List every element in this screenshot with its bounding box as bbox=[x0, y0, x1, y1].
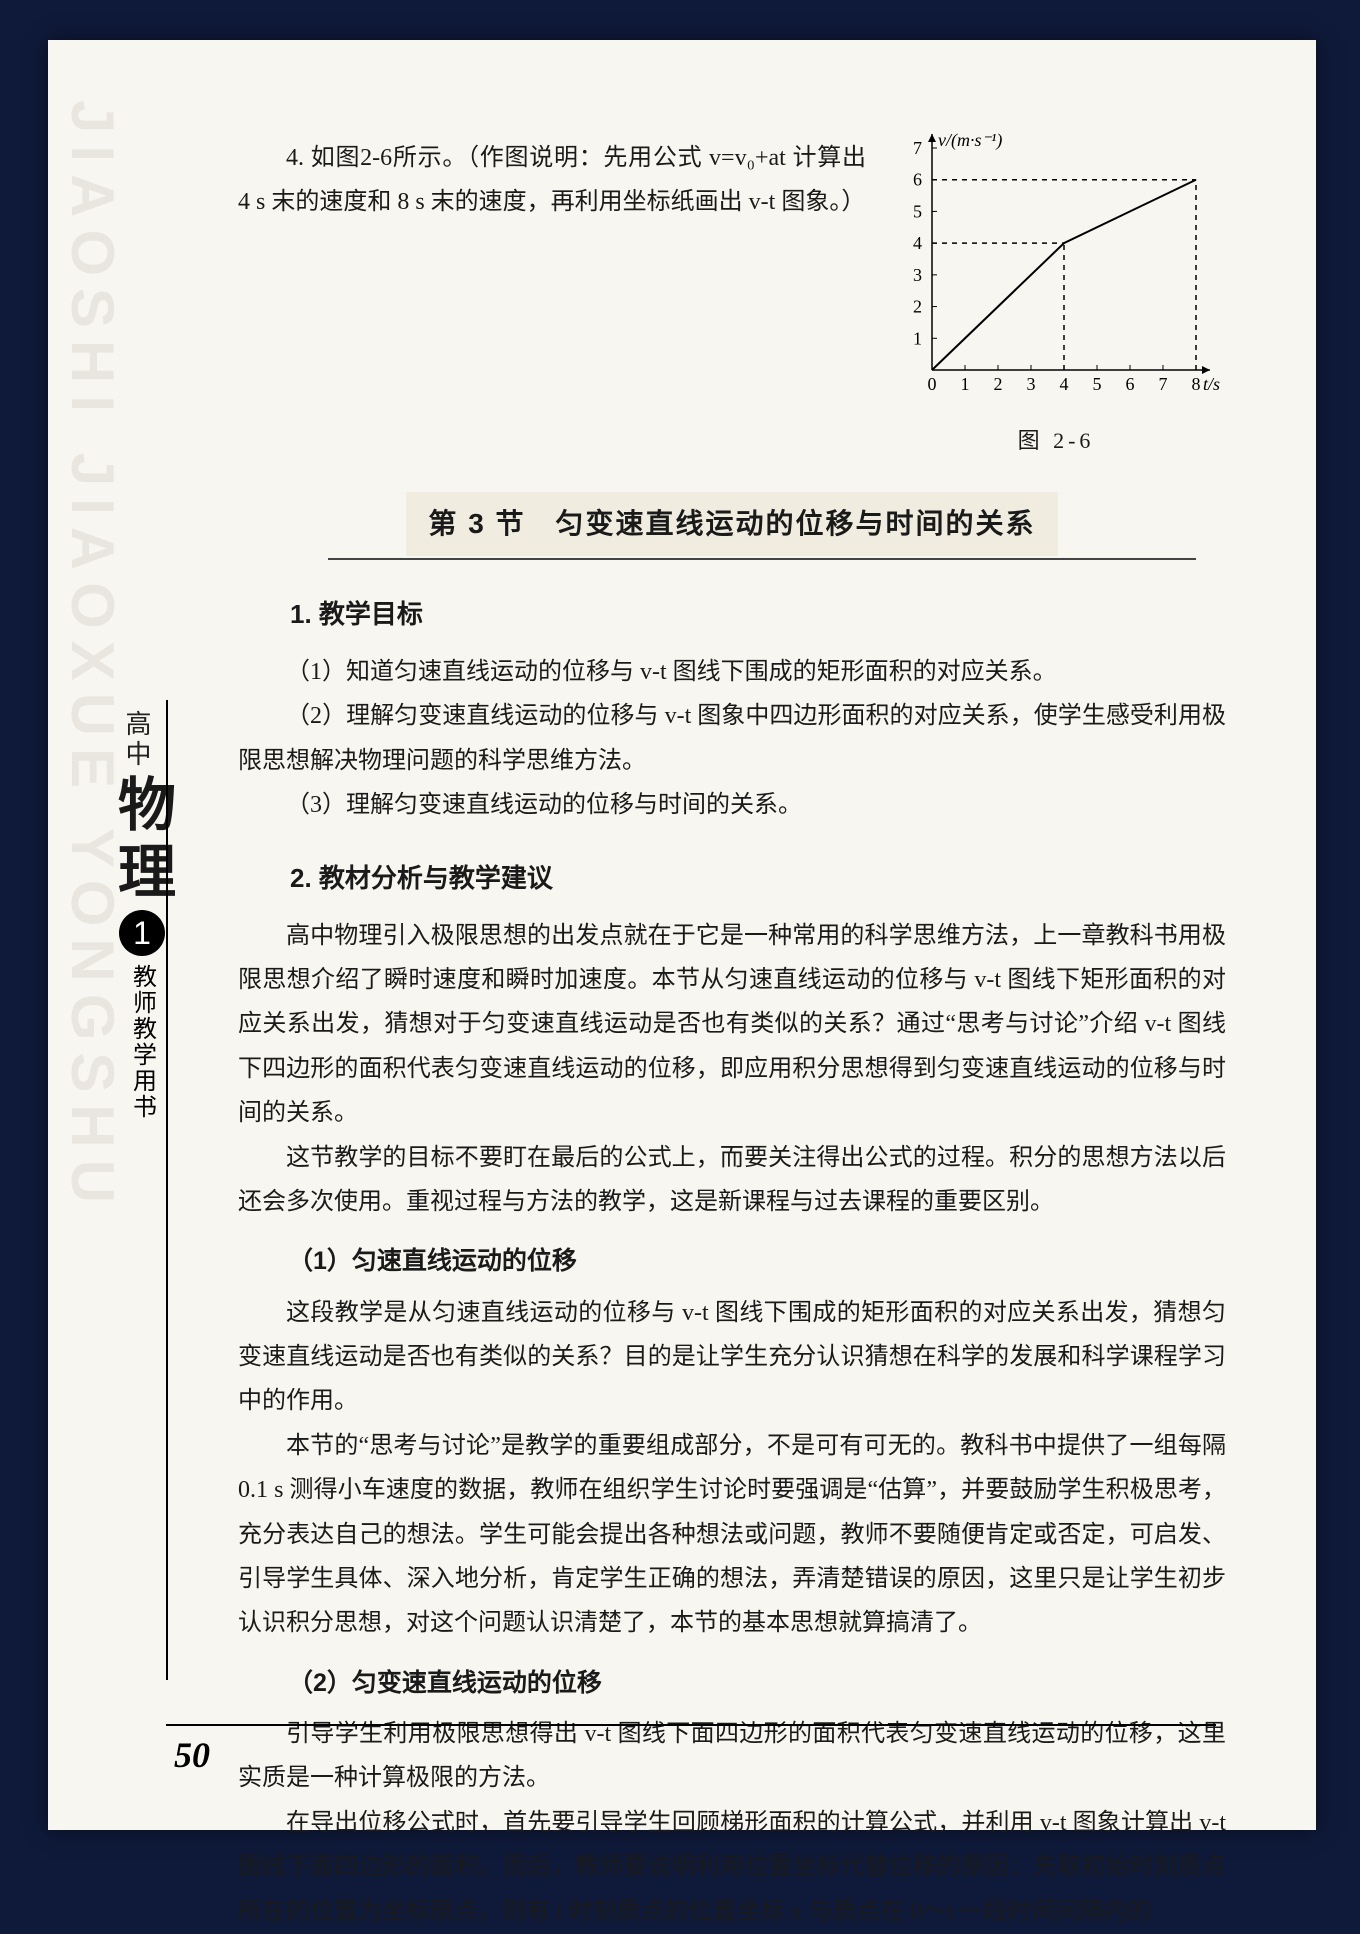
svg-text:4: 4 bbox=[1060, 374, 1069, 394]
spine-label: 高中 物 理 1 教师教学用书 bbox=[118, 710, 166, 1120]
chart-caption: 图 2-6 bbox=[886, 421, 1226, 462]
subheading-1: （1）匀速直线运动的位移 bbox=[238, 1238, 1226, 1284]
spine-rule bbox=[166, 700, 168, 1680]
svg-text:5: 5 bbox=[913, 201, 922, 221]
subheading-2: （2）匀变速直线运动的位移 bbox=[238, 1660, 1226, 1706]
svg-text:t/s: t/s bbox=[1203, 374, 1220, 394]
page: JIAOSHI JIAOXUE YONGSHU 高中 物 理 1 教师教学用书 … bbox=[48, 40, 1316, 1830]
goal-1: （1）知道匀速直线运动的位移与 v-t 图线下围成的矩形面积的对应关系。 bbox=[238, 650, 1226, 694]
analysis-p1: 高中物理引入极限思想的出发点就在于它是一种常用的科学思维方法，上一章教科书用极限… bbox=[238, 914, 1226, 1136]
svg-text:1: 1 bbox=[961, 374, 970, 394]
section-3-title: 第 3 节 匀变速直线运动的位移与时间的关系 bbox=[406, 492, 1057, 556]
goal-2: （2）理解匀变速直线运动的位移与 v-t 图象中四边形面积的对应关系，使学生感受… bbox=[238, 694, 1226, 783]
goal-3: （3）理解匀变速直线运动的位移与时间的关系。 bbox=[238, 783, 1226, 827]
vt-chart: 0 1 2 3 4 5 6 7 8 1 2 3 4 5 6 7 t/s v/(m·s⁻¹) bbox=[886, 130, 1226, 400]
sub1-p2: 本节的“思考与讨论”是教学的重要组成部分，不是可有可无的。教科书中提供了一组每隔… bbox=[238, 1424, 1226, 1646]
chart-wrap: 0 1 2 3 4 5 6 7 8 1 2 3 4 5 6 7 t/s v/(m·s⁻¹) 图 2-6 bbox=[886, 130, 1226, 462]
section-3-title-wrap: 第 3 节 匀变速直线运动的位移与时间的关系 bbox=[238, 492, 1226, 556]
svg-text:v/(m·s⁻¹): v/(m·s⁻¹) bbox=[938, 130, 1002, 151]
svg-text:0: 0 bbox=[928, 374, 937, 394]
svg-text:2: 2 bbox=[994, 374, 1003, 394]
svg-text:6: 6 bbox=[1126, 374, 1135, 394]
svg-text:1: 1 bbox=[913, 328, 922, 348]
svg-text:2: 2 bbox=[913, 297, 922, 317]
watermark-text: JIAOSHI JIAOXUE YONGSHU bbox=[58, 100, 127, 1215]
heading-teaching-goals: 1. 教学目标 bbox=[238, 590, 1226, 638]
content-area: 4. 如图2-6所示。（作图说明：先用公式 v=v₀+at 计算出 4 s 末的… bbox=[238, 130, 1226, 1934]
exercise-4-text: 4. 如图2-6所示。（作图说明：先用公式 v=v₀+at 计算出 4 s 末的… bbox=[238, 130, 866, 225]
svg-text:6: 6 bbox=[913, 170, 922, 190]
svg-text:3: 3 bbox=[1027, 374, 1036, 394]
heading-analysis: 2. 教材分析与教学建议 bbox=[238, 854, 1226, 902]
spine-subtitle: 教师教学用书 bbox=[125, 964, 160, 1120]
analysis-p2: 这节教学的目标不要盯在最后的公式上，而要关注得出公式的过程。积分的思想方法以后还… bbox=[238, 1136, 1226, 1225]
sub1-p1: 这段教学是从匀速直线运动的位移与 v-t 图线下围成的矩形面积的对应关系出发，猜… bbox=[238, 1291, 1226, 1424]
svg-text:3: 3 bbox=[913, 265, 922, 285]
footer-rule bbox=[166, 1724, 1216, 1726]
svg-text:7: 7 bbox=[913, 138, 922, 158]
spine-volume-number: 1 bbox=[119, 910, 165, 956]
spine-gaozhong: 高中 bbox=[118, 710, 155, 770]
svg-text:4: 4 bbox=[913, 233, 922, 253]
svg-text:5: 5 bbox=[1093, 374, 1102, 394]
svg-text:7: 7 bbox=[1159, 374, 1168, 394]
spine-wuli-1: 物 bbox=[118, 776, 166, 837]
sub2-p2: 在导出位移公式时，首先要引导学生回顾梯形面积的计算公式，并利用 v-t 图象计算… bbox=[238, 1801, 1226, 1934]
svg-text:8: 8 bbox=[1192, 374, 1201, 394]
spine-wuli-2: 理 bbox=[118, 843, 166, 904]
top-row: 4. 如图2-6所示。（作图说明：先用公式 v=v₀+at 计算出 4 s 末的… bbox=[238, 130, 1226, 462]
page-number: 50 bbox=[174, 1734, 210, 1776]
